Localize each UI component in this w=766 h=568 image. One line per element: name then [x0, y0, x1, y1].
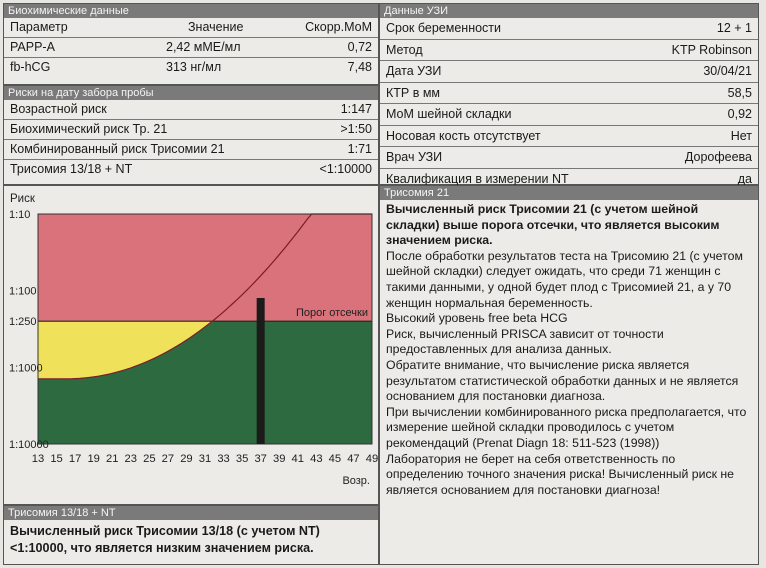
ultrasound-value: Нет	[730, 128, 752, 143]
ultrasound-label: Срок беременности	[386, 21, 502, 35]
param-corr: 0,72	[347, 40, 372, 54]
param-corr: 7,48	[347, 60, 372, 74]
x-tick-label: 49	[366, 453, 378, 465]
ultrasound-value: 58,5	[727, 85, 752, 100]
x-tick-label: 29	[180, 453, 192, 465]
biochem-columns: Параметр Значение Скорр.МоМ	[4, 18, 378, 38]
ultrasound-row: КТР в мм 58,5	[380, 83, 758, 104]
t21-conclusion: Вычисленный риск Трисомии 21 (с учетом ш…	[386, 202, 720, 248]
ultrasound-row: Носовая кость отсутствует Нет	[380, 126, 758, 147]
x-tick-label: 31	[199, 453, 211, 465]
ultrasound-value: 30/04/21	[703, 64, 752, 78]
y-tick-label: 1:10000	[9, 439, 49, 451]
t1318-header: Трисомия 13/18 + NT	[4, 506, 378, 520]
ultrasound-row: МоМ шейной складки 0,92	[380, 104, 758, 126]
risk-value: 1:71	[347, 142, 372, 156]
risk-row: Биохимический риск Тр. 21 >1:50	[4, 120, 378, 140]
param-name: fb-hCG	[10, 60, 51, 74]
x-axis-label: Возр.	[342, 475, 370, 487]
t21-header: Трисомия 21	[380, 186, 758, 200]
ultrasound-value: 0,92	[727, 107, 752, 121]
risk-row: Трисомия 13/18 + NT <1:10000	[4, 160, 378, 179]
biochem-row: PAPP-A 2,42 мМЕ/мл 0,72	[4, 38, 378, 58]
risks-header: Риски на дату забора пробы	[4, 86, 378, 100]
x-tick-label: 47	[347, 453, 359, 465]
patient-age-marker	[256, 298, 265, 444]
risk-label: Трисомия 13/18 + NT	[10, 162, 133, 176]
x-tick-label: 27	[162, 453, 174, 465]
x-tick-label: 35	[236, 453, 248, 465]
x-tick-label: 13	[32, 453, 44, 465]
y-tick-label: 1:10	[9, 209, 30, 221]
x-tick-label: 45	[329, 453, 341, 465]
ultrasound-value: KTP Robinson	[671, 42, 752, 57]
ultrasound-label: Квалификация в измерении NT	[386, 171, 569, 186]
t21-paragraph: Лаборатория не берет на себя ответственн…	[386, 451, 735, 497]
ultrasound-row: Срок беременности 12 + 1	[380, 18, 758, 40]
col-corr: Скорр.МоМ	[305, 20, 372, 34]
risk-value: <1:10000	[319, 162, 372, 176]
x-tick-label: 23	[125, 453, 137, 465]
ultrasound-value: 12 + 1	[716, 21, 752, 35]
risk-chart-panel: Порог отсечки Риск 1:10 1:100 1:250 1:1000 1:1…	[3, 185, 379, 505]
x-tick-label: 41	[292, 453, 304, 465]
ultrasound-row: Врач УЗИ Дорофеева	[380, 147, 758, 169]
t21-paragraph: Обратите внимание, что вычисление риска …	[386, 357, 739, 404]
ultrasound-label: МоМ шейной складки	[386, 107, 512, 121]
t21-paragraph: При вычислении комбинированного риска пр…	[386, 404, 747, 450]
chart-title: Риск	[10, 193, 36, 205]
x-tick-label: 43	[310, 453, 322, 465]
x-tick-label: 15	[50, 453, 62, 465]
t21-panel: Трисомия 21 Вычисленный риск Трисомии 21…	[379, 185, 759, 565]
ultrasound-row: Квалификация в измерении NT да	[380, 169, 758, 190]
biochem-panel: Биохимические данные Параметр Значение С…	[3, 3, 379, 85]
ultrasound-row: Дата УЗИ 30/04/21	[380, 61, 758, 83]
ultrasound-label: Врач УЗИ	[386, 150, 443, 164]
plot-frame	[37, 213, 373, 445]
risk-row: Возрастной риск 1:147	[4, 100, 378, 120]
biochem-row: fb-hCG 313 нг/мл 7,48	[4, 58, 378, 77]
risk-value: 1:147	[340, 102, 372, 116]
ultrasound-value: Дорофеева	[684, 150, 752, 164]
risk-value: >1:50	[340, 122, 372, 136]
x-tick-label: 39	[273, 453, 285, 465]
ultrasound-value: да	[737, 171, 752, 186]
cutoff-label: Порог отсечки	[296, 307, 368, 319]
risk-label: Комбинированный риск Трисомии 21	[10, 142, 225, 156]
x-tick-label: 21	[106, 453, 118, 465]
risk-row: Комбинированный риск Трисомии 21 1:71	[4, 140, 378, 160]
ultrasound-header: Данные УЗИ	[380, 4, 758, 18]
x-tick-label: 37	[254, 453, 266, 465]
risk-label: Возрастной риск	[10, 102, 107, 116]
param-name: PAPP-A	[10, 40, 55, 54]
x-tick-label: 17	[69, 453, 81, 465]
ultrasound-row: Метод KTP Robinson	[380, 40, 758, 61]
ultrasound-label: Дата УЗИ	[386, 64, 442, 78]
t21-paragraph: Риск, вычисленный PRISCA зависит от точн…	[386, 326, 664, 357]
x-tick-label: 33	[217, 453, 229, 465]
risk-chart: Порог отсечки Риск 1:10 1:100 1:250 1:1000 1:1…	[9, 193, 378, 487]
param-value: 2,42 мМЕ/мл	[166, 40, 241, 54]
biochem-header: Биохимические данные	[4, 4, 378, 18]
t1318-panel: Трисомия 13/18 + NT Вычисленный риск Три…	[3, 505, 379, 565]
risk-label: Биохимический риск Тр. 21	[10, 122, 168, 136]
t21-paragraph: Высокий уровень free beta HCG	[386, 311, 568, 326]
col-param: Параметр	[10, 20, 68, 34]
t21-paragraph: После обработки результатов теста на Три…	[386, 248, 743, 310]
ultrasound-label: КТР в мм	[386, 85, 441, 100]
x-tick-label: 19	[87, 453, 99, 465]
col-value: Значение	[188, 20, 244, 34]
y-tick-label: 1:100	[9, 286, 37, 298]
y-tick-label: 1:250	[9, 316, 37, 328]
risks-panel: Риски на дату забора пробы Возрастной ри…	[3, 85, 379, 185]
param-value: 313 нг/мл	[166, 60, 222, 74]
ultrasound-label: Метод	[386, 42, 423, 57]
x-tick-label: 25	[143, 453, 155, 465]
ultrasound-label: Носовая кость отсутствует	[386, 128, 541, 143]
ultrasound-panel: Данные УЗИ Срок беременности 12 + 1 Метод K…	[379, 3, 759, 186]
y-tick-label: 1:1000	[9, 362, 43, 374]
t1318-conclusion: Вычисленный риск Трисомии 13/18 (с учето…	[10, 524, 320, 555]
low-risk-zone	[38, 321, 372, 444]
